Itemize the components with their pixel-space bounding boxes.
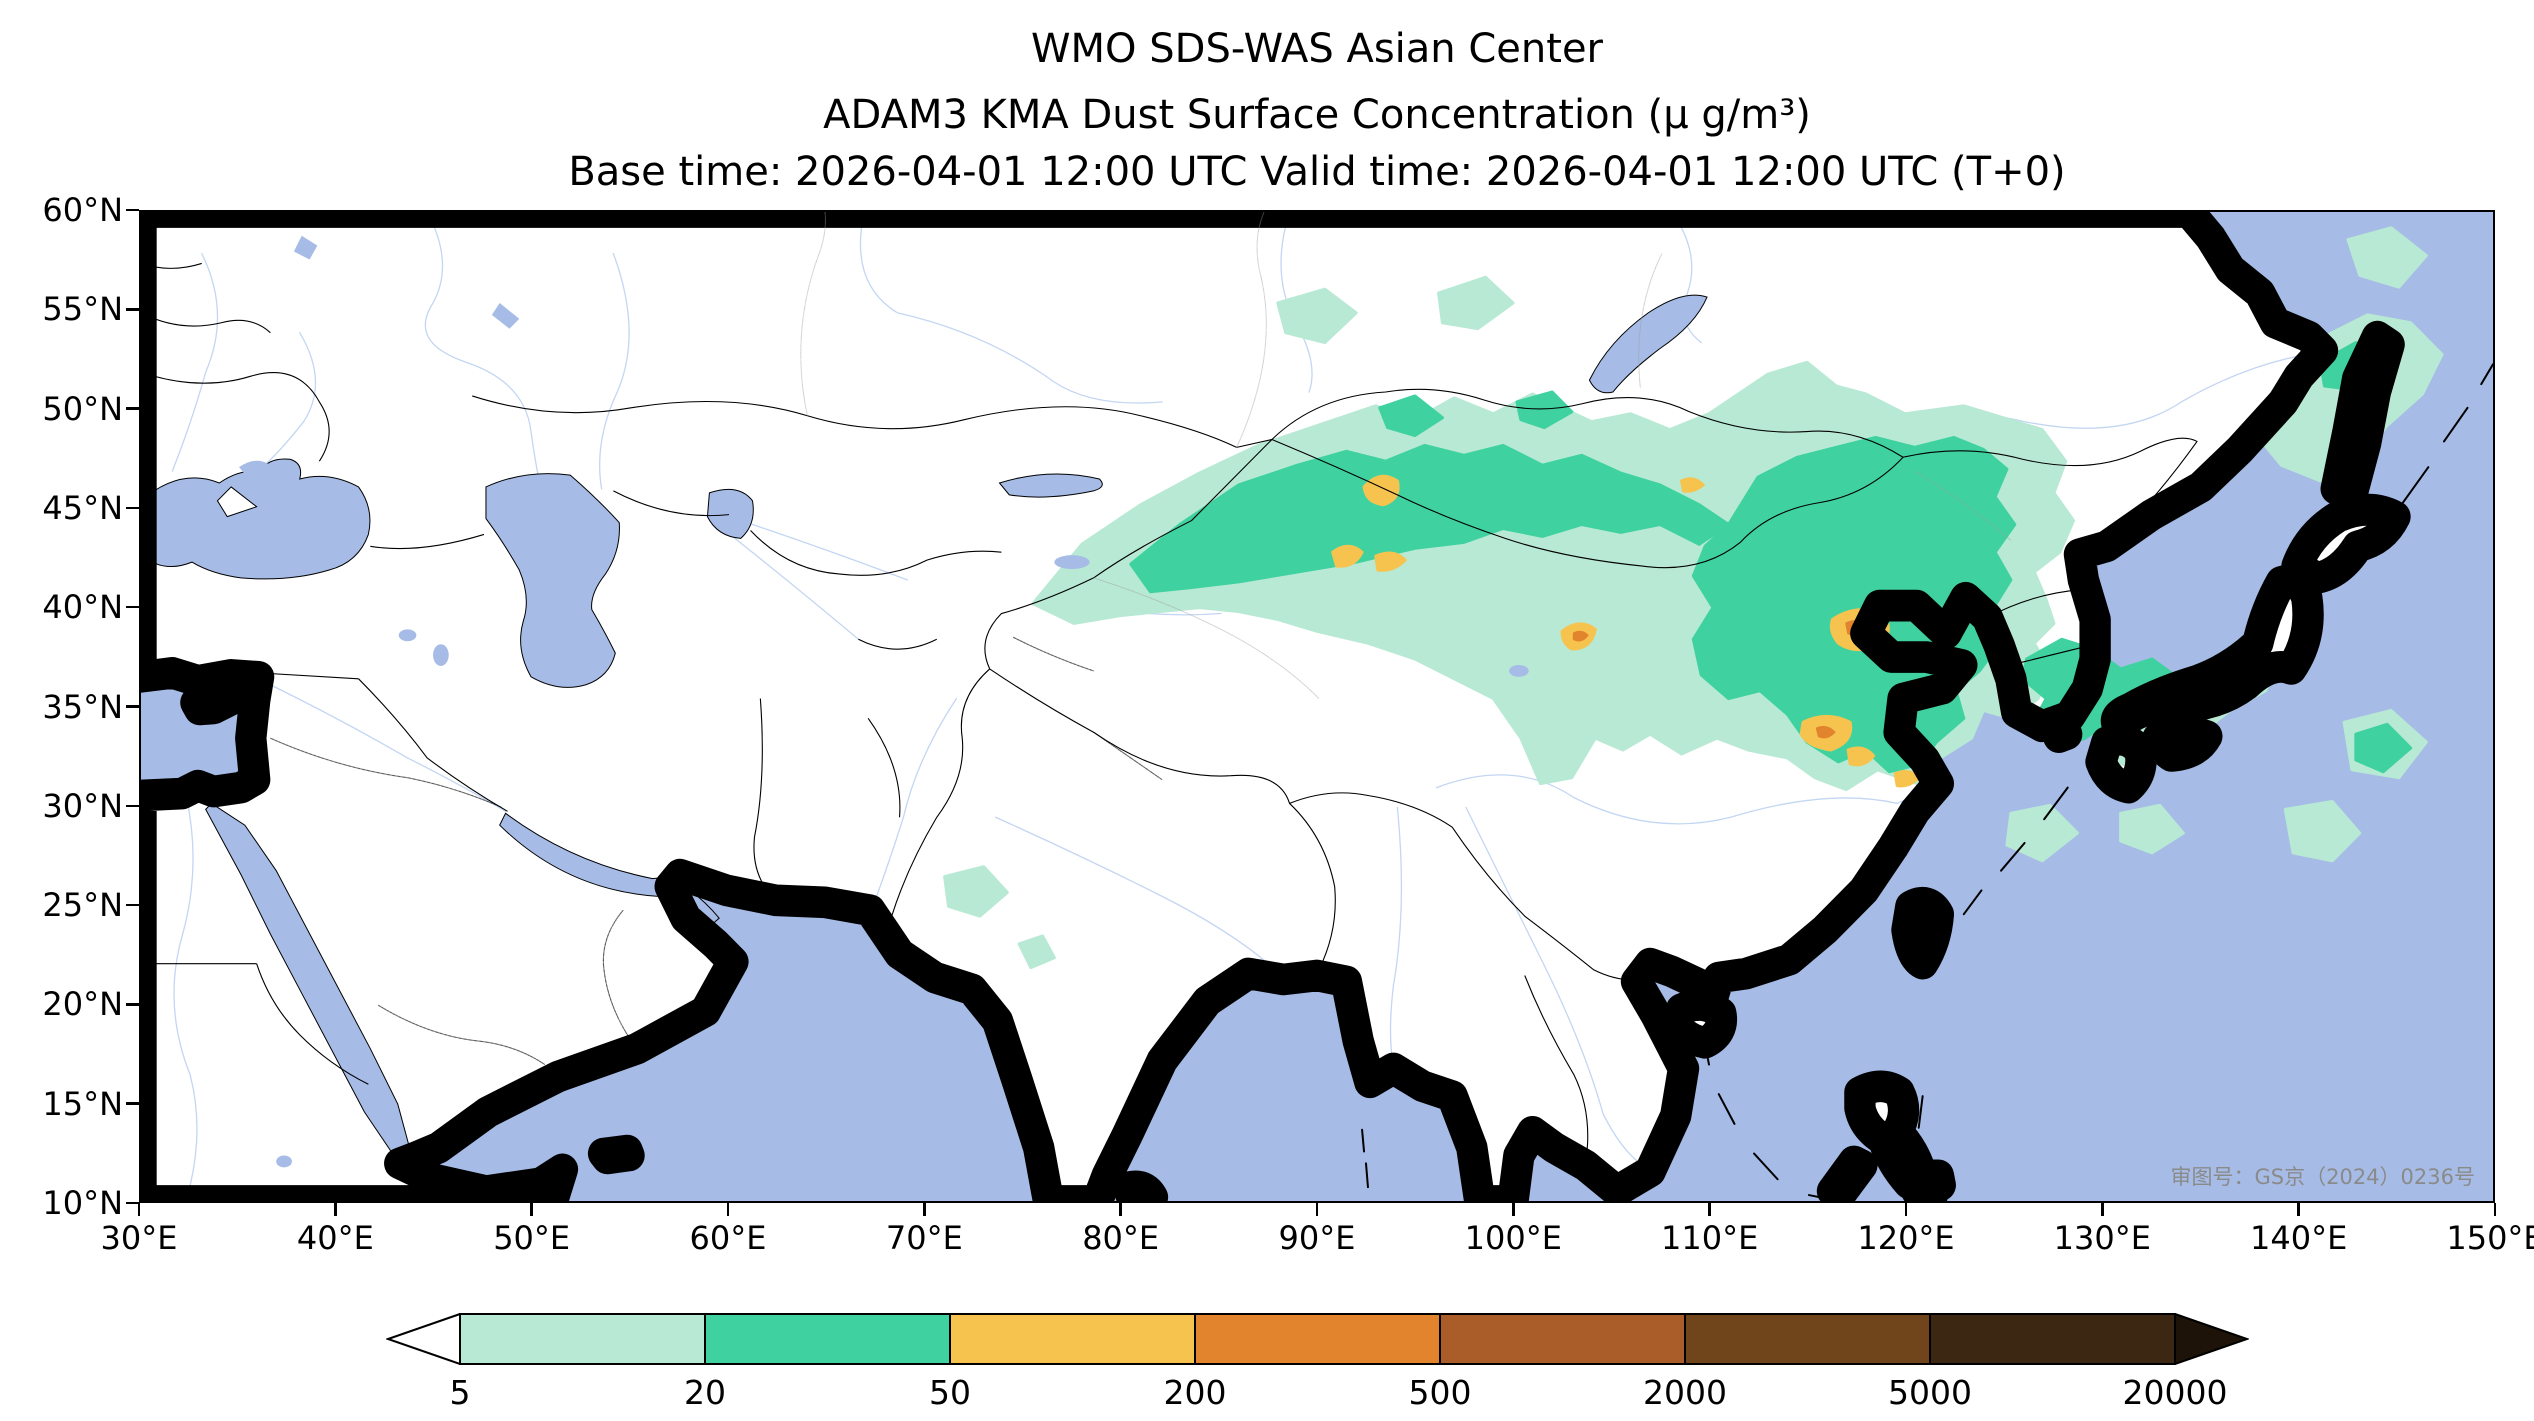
lat-tick-label: 10°N — [42, 1184, 123, 1222]
lon-tick-label: 110°E — [1661, 1219, 1759, 1257]
colorbar-graphic — [384, 1312, 2251, 1366]
colorbar-segment — [1194, 1313, 1441, 1365]
lat-tick-mark — [126, 605, 139, 609]
nine-dash-line — [1703, 1035, 1923, 1201]
lake-tana — [276, 1155, 292, 1168]
lon-tick-mark — [2101, 1203, 2104, 1216]
lat-tick-mark — [126, 804, 139, 808]
lake-balkhash — [999, 474, 1102, 497]
colorbar-level-label: 5 — [449, 1373, 471, 1412]
lat-tick-mark — [126, 1102, 139, 1105]
lat-tick-mark — [126, 903, 139, 907]
lon-tick-label: 80°E — [1082, 1219, 1160, 1257]
lat-tick-mark — [126, 1003, 139, 1006]
map-license-number: 审图号：GS京（2024）0236号 — [2170, 1165, 2476, 1189]
aral-sea — [707, 489, 753, 538]
map-plot-area: 审图号：GS京（2024）0236号 — [139, 210, 2495, 1203]
lat-tick-mark — [126, 208, 139, 212]
lon-tick-mark — [2297, 1203, 2300, 1216]
colorbar-level-label: 50 — [929, 1373, 971, 1412]
lat-tick-label: 50°N — [42, 389, 123, 428]
figure-subtitle: ADAM3 KMA Dust Surface Concentration (μ … — [823, 92, 1811, 138]
lon-tick-label: 70°E — [885, 1219, 963, 1257]
lon-tick-mark — [334, 1203, 337, 1216]
lat-tick-label: 30°N — [42, 786, 123, 825]
caspian-sea — [486, 474, 619, 688]
colorbar-over-arrow — [2174, 1312, 2251, 1366]
lat-tick-label: 35°N — [42, 687, 123, 726]
lon-tick-mark — [1315, 1203, 1319, 1216]
lat-tick-mark — [126, 506, 139, 510]
figure-time-info: Base time: 2026-04-01 12:00 UTC Valid ti… — [568, 149, 2066, 195]
lat-tick-label: 15°N — [42, 1084, 123, 1123]
kuybyshev-reservoir — [491, 302, 520, 329]
maritime-dashed-lines — [1362, 364, 2493, 1201]
lon-tick-mark — [1512, 1203, 1515, 1216]
lon-tick-label: 150°E — [2446, 1219, 2534, 1257]
lon-tick-mark — [530, 1203, 533, 1216]
colorbar — [384, 1312, 2251, 1366]
black-sea — [141, 459, 370, 579]
lat-tick-label: 20°N — [42, 985, 123, 1024]
lon-tick-label: 50°E — [493, 1219, 571, 1257]
lat-tick-label: 40°N — [42, 588, 123, 627]
dashed-borders — [270, 637, 1162, 1064]
colorbar-level-label: 200 — [1163, 1373, 1227, 1412]
colorbar-under-arrow — [384, 1312, 461, 1366]
lat-tick-label: 55°N — [42, 290, 123, 329]
lon-tick-label: 120°E — [1857, 1219, 1955, 1257]
lake-issyk-kul — [1054, 555, 1090, 570]
lon-tick-mark — [1708, 1203, 1711, 1216]
figure-title: WMO SDS-WAS Asian Center — [1030, 26, 1603, 72]
lon-tick-label: 30°E — [100, 1219, 178, 1257]
colorbar-segment — [1684, 1313, 1931, 1365]
lat-tick-label: 60°N — [42, 191, 123, 229]
lake-urmia — [433, 644, 449, 666]
colorbar-level-label: 2000 — [1643, 1373, 1727, 1412]
colorbar-segment — [1439, 1313, 1686, 1365]
ryukyu-islands-chain — [1964, 788, 2068, 915]
lon-tick-mark — [923, 1203, 926, 1216]
lat-tick-mark — [126, 1201, 139, 1205]
lake-baikal — [1589, 295, 1707, 393]
lon-tick-mark — [2493, 1203, 2497, 1216]
andaman-islands-chain — [1362, 1130, 1368, 1187]
country-borders — [141, 263, 2197, 1163]
lon-tick-label: 60°E — [689, 1219, 767, 1257]
qinghai-lake — [1509, 664, 1529, 677]
lon-tick-label: 130°E — [2053, 1219, 2151, 1257]
colorbar-level-label: 5000 — [1888, 1373, 1972, 1412]
colorbar-segment — [459, 1313, 706, 1365]
lat-tick-mark — [126, 705, 139, 708]
lat-tick-mark — [126, 407, 139, 410]
asia-dust-map — [141, 212, 2493, 1201]
lat-tick-label: 25°N — [42, 886, 123, 925]
colorbar-segment — [704, 1313, 951, 1365]
lon-tick-mark — [1904, 1203, 1908, 1216]
lat-tick-mark — [126, 308, 139, 311]
admin-boundaries — [801, 212, 2011, 699]
lake-van — [398, 629, 417, 642]
crimea-peninsula — [217, 487, 256, 517]
sea-of-azov — [239, 460, 271, 480]
lon-tick-label: 40°E — [296, 1219, 374, 1257]
colorbar-level-label: 20000 — [2122, 1373, 2228, 1412]
lon-tick-mark — [726, 1203, 730, 1216]
lon-tick-label: 140°E — [2250, 1219, 2348, 1257]
lat-tick-label: 45°N — [42, 488, 123, 527]
lon-tick-mark — [137, 1203, 141, 1216]
rybinsk-reservoir — [293, 235, 318, 260]
lon-tick-mark — [1119, 1203, 1122, 1216]
kuril-islands-chain — [2403, 364, 2493, 502]
colorbar-segment — [1929, 1313, 2176, 1365]
colorbar-level-label: 20 — [684, 1373, 726, 1412]
lon-tick-label: 90°E — [1278, 1219, 1356, 1257]
lon-tick-label: 100°E — [1464, 1219, 1562, 1257]
colorbar-segment — [949, 1313, 1196, 1365]
colorbar-level-label: 500 — [1408, 1373, 1472, 1412]
